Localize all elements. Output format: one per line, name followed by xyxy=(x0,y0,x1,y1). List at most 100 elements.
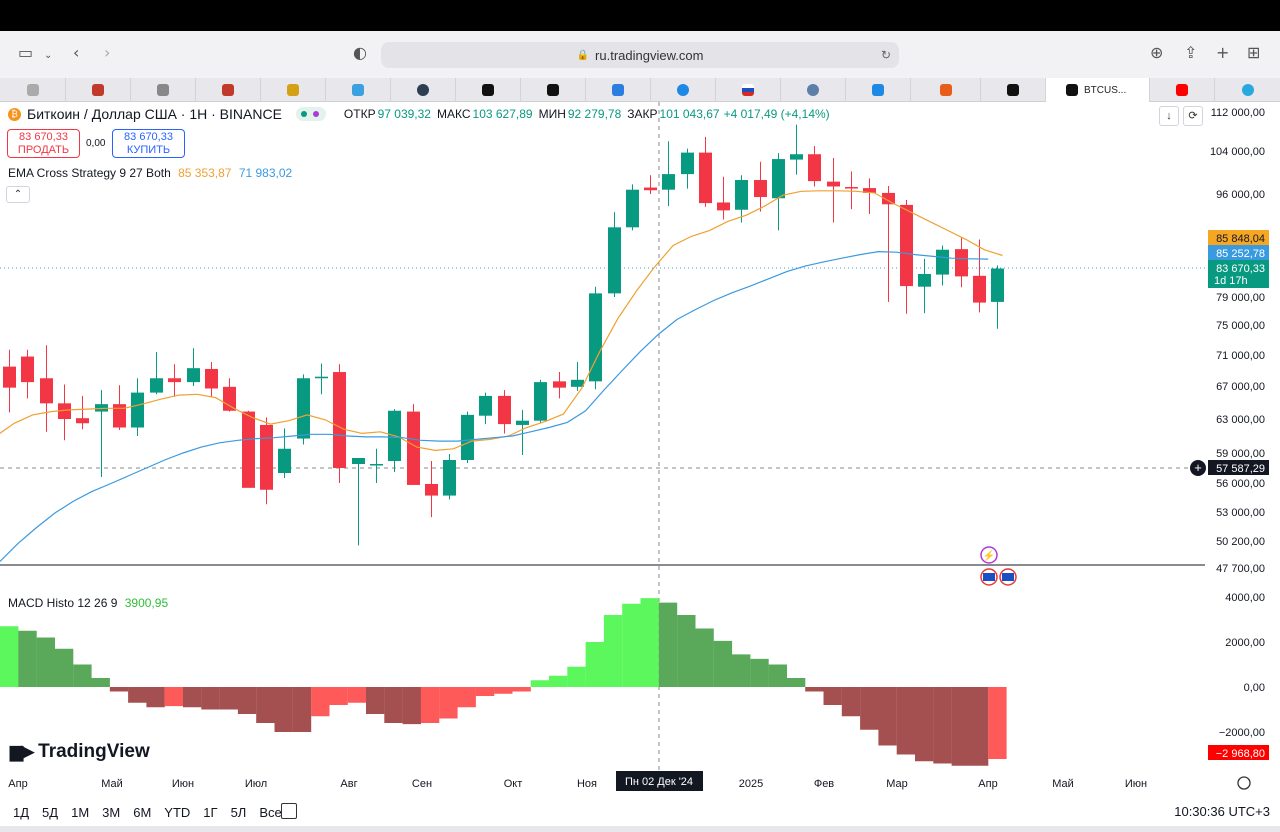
candle-54 xyxy=(991,265,1004,329)
new-tab-icon[interactable]: + xyxy=(1216,43,1230,62)
price-axis-tick: 56 000,00 xyxy=(1216,478,1265,490)
macd-bar-25 xyxy=(457,687,476,708)
time-axis-label: 2025 xyxy=(739,778,763,790)
tab-8[interactable] xyxy=(456,78,521,102)
sidebar-toggle-icon[interactable]: ▭ xyxy=(18,43,34,62)
candle-3 xyxy=(58,384,71,441)
candle-43 xyxy=(790,124,803,175)
download-icon[interactable]: ⊕ xyxy=(1150,43,1164,62)
telegram-favicon-icon xyxy=(1241,84,1254,96)
candle-body xyxy=(370,464,383,466)
price-axis-tick: 67 000,00 xyxy=(1216,381,1265,393)
close-value: 101 043,67 xyxy=(659,107,720,121)
candle-11 xyxy=(205,361,218,398)
candle-41 xyxy=(754,161,767,212)
range-1y[interactable]: 1Г xyxy=(203,804,218,820)
candle-body xyxy=(918,273,931,287)
macd-bar-9 xyxy=(164,687,184,707)
clock[interactable]: 10:30:36 UTC+3 xyxy=(1174,804,1270,819)
tab-9[interactable] xyxy=(521,78,586,102)
refresh-button[interactable]: ⟳ xyxy=(1183,106,1203,126)
macd-bar-44 xyxy=(805,687,824,692)
tab-11[interactable] xyxy=(651,78,716,102)
candle-25 xyxy=(461,411,474,463)
status-dots-icon[interactable] xyxy=(295,107,326,121)
candle-27 xyxy=(498,390,511,434)
sell-button[interactable]: 83 670,33 ПРОДАТЬ xyxy=(7,129,80,158)
range-5d[interactable]: 5Д xyxy=(42,804,59,820)
tab-5[interactable] xyxy=(261,78,326,102)
candle-body xyxy=(352,458,365,464)
forward-icon[interactable]: › xyxy=(104,43,111,62)
reload-icon[interactable]: ↻ xyxy=(880,48,891,62)
buy-button[interactable]: 83 670,33 КУПИТЬ xyxy=(112,129,185,158)
tab-6[interactable] xyxy=(326,78,391,102)
macd-bar-6 xyxy=(109,687,129,692)
macd-bar-40 xyxy=(732,654,751,687)
price-axis-tick: 96 000,00 xyxy=(1216,189,1265,201)
ema-legend[interactable]: EMA Cross Strategy 9 27 Both 85 353,87 7… xyxy=(8,166,292,180)
price-axis-tick: 59 000,00 xyxy=(1216,448,1265,460)
scroll-down-button[interactable]: ↓ xyxy=(1159,106,1179,126)
range-1d[interactable]: 1Д xyxy=(13,804,30,820)
share-icon[interactable]: ⇪ xyxy=(1184,43,1198,62)
candle-body xyxy=(571,379,584,387)
candle-body xyxy=(76,418,89,424)
tab-3[interactable] xyxy=(131,78,196,102)
range-3m[interactable]: 3М xyxy=(102,804,121,820)
macd-bar-49 xyxy=(896,687,916,755)
tab-16[interactable] xyxy=(981,78,1046,102)
tab-overview-icon[interactable]: ⊞ xyxy=(1247,43,1261,62)
tab-13[interactable] xyxy=(781,78,846,102)
macd-bar-30 xyxy=(549,675,568,687)
price-chart-svg[interactable]: ⚡ 112 000,00 104 000,00 96 000,00 79 000,00 7… xyxy=(0,102,1280,798)
back-icon[interactable]: ‹ xyxy=(73,43,80,62)
candle-body xyxy=(553,381,566,388)
tab-10[interactable] xyxy=(586,78,651,102)
chevron-down-icon[interactable]: ⌄ xyxy=(44,50,53,61)
range-1m[interactable]: 1М xyxy=(71,804,90,820)
range-all[interactable]: Все xyxy=(259,804,282,820)
chart-area[interactable]: ⚡ 112 000,00 104 000,00 96 000,00 79 000,00 7… xyxy=(0,102,1280,798)
candle-body xyxy=(461,414,474,460)
collapse-legend-button[interactable]: ⌃ xyxy=(6,186,30,203)
tab-1[interactable] xyxy=(0,78,66,102)
tab-4[interactable] xyxy=(196,78,261,102)
tab-favicon-icon xyxy=(417,84,429,96)
macd-bar-5 xyxy=(91,678,110,687)
candle-36 xyxy=(662,141,675,207)
tab-18[interactable] xyxy=(1150,78,1215,102)
candle-2 xyxy=(40,345,53,432)
symbol-title[interactable]: Биткоин / Доллар США · 1Н · BINANCE xyxy=(27,106,282,122)
tab-14[interactable] xyxy=(846,78,911,102)
candle-body xyxy=(187,368,200,383)
macd-bar-20 xyxy=(366,687,385,714)
range-6m[interactable]: 6М xyxy=(133,804,152,820)
tab-2[interactable] xyxy=(66,78,131,102)
address-bar[interactable]: 🔒 ru.tradingview.com ↻ xyxy=(381,42,899,68)
macd-axis-tick: 0,00 xyxy=(1244,682,1265,694)
shield-icon[interactable]: ◐ xyxy=(353,43,367,62)
tab-active-label: BTCUS... xyxy=(1084,84,1127,96)
range-ytd[interactable]: YTD xyxy=(164,804,191,820)
tab-19[interactable] xyxy=(1215,78,1280,102)
macd-legend[interactable]: MACD Histo 12 26 9 3900,95 xyxy=(8,596,168,610)
tab-active[interactable]: BTCUS... xyxy=(1046,78,1150,102)
calendar-icon[interactable] xyxy=(281,803,297,819)
candle-body xyxy=(113,404,126,428)
macd-bar-28 xyxy=(512,687,531,692)
tradingview-logo[interactable]: ▆▶ TradingView xyxy=(10,741,150,763)
candle-body xyxy=(863,188,876,193)
time-axis-label: Ноя xyxy=(577,778,597,790)
tab-12[interactable] xyxy=(716,78,781,102)
close-label: ЗАКР xyxy=(627,107,658,121)
tab-15[interactable] xyxy=(911,78,981,102)
candle-body xyxy=(662,174,675,190)
macd-bar-48 xyxy=(878,687,897,746)
macd-bar-52 xyxy=(951,687,970,766)
range-5y[interactable]: 5Л xyxy=(230,804,247,820)
tab-7[interactable] xyxy=(391,78,456,102)
candle-13 xyxy=(242,410,255,488)
price-badge-last-bg xyxy=(1208,260,1269,288)
macd-bar-36 xyxy=(658,602,678,687)
